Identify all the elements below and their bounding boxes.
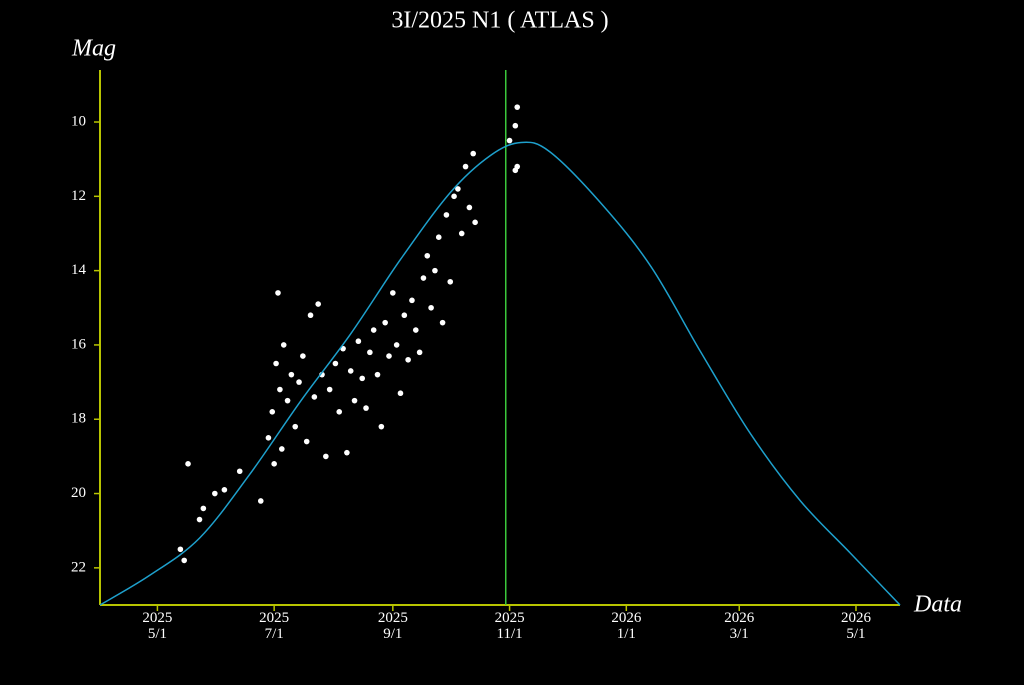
data-point xyxy=(344,449,350,456)
data-point xyxy=(326,386,333,393)
data-point xyxy=(367,349,373,356)
data-point xyxy=(212,490,218,497)
data-point xyxy=(200,505,207,512)
y-tick-label: 14 xyxy=(71,262,87,278)
data-point xyxy=(265,435,272,441)
y-tick-label: 12 xyxy=(71,188,86,204)
data-point xyxy=(307,312,314,319)
data-point xyxy=(288,371,295,378)
data-point xyxy=(196,516,203,523)
data-point xyxy=(315,301,321,307)
data-point xyxy=(269,409,276,415)
data-point xyxy=(447,278,454,285)
data-point xyxy=(451,193,457,200)
data-point xyxy=(514,104,521,110)
data-point xyxy=(181,557,188,564)
data-point xyxy=(472,219,478,226)
data-point xyxy=(470,150,477,157)
data-point xyxy=(300,353,306,359)
data-point xyxy=(397,390,404,397)
data-point xyxy=(363,405,369,411)
data-point xyxy=(257,498,264,504)
data-point xyxy=(323,453,329,460)
y-tick-label: 16 xyxy=(71,336,87,352)
data-point xyxy=(435,234,442,240)
data-point xyxy=(390,290,396,296)
data-point xyxy=(401,312,408,319)
data-point xyxy=(311,394,318,400)
data-point xyxy=(378,423,385,430)
data-point xyxy=(275,290,281,296)
data-point xyxy=(347,368,354,374)
x-tick-label: 2025 7/1 xyxy=(259,610,289,642)
x-tick-label: 2026 5/1 xyxy=(841,610,872,642)
data-point xyxy=(405,356,411,363)
data-point xyxy=(409,297,415,304)
data-point xyxy=(374,371,381,378)
data-point xyxy=(292,423,299,430)
x-tick-label: 2025 11/1 xyxy=(495,610,525,642)
data-point xyxy=(359,375,366,382)
data-point xyxy=(279,446,285,452)
light-curve xyxy=(99,141,901,606)
data-point xyxy=(462,163,469,170)
data-point xyxy=(412,327,419,333)
data-point xyxy=(455,186,461,192)
data-point xyxy=(466,204,473,211)
data-point xyxy=(332,360,339,367)
data-point xyxy=(370,327,377,333)
data-point xyxy=(382,319,388,326)
data-point xyxy=(280,342,287,348)
data-point xyxy=(428,304,434,311)
data-point xyxy=(303,438,310,445)
data-point xyxy=(185,461,191,467)
data-point xyxy=(221,487,228,493)
y-axis-label: Mag xyxy=(71,36,116,62)
data-point xyxy=(284,397,291,404)
x-axis-label: Data xyxy=(913,592,962,618)
data-point xyxy=(236,468,243,475)
data-point xyxy=(177,546,184,553)
data-point xyxy=(432,267,438,274)
data-point xyxy=(506,137,513,144)
y-tick-label: 22 xyxy=(71,559,86,575)
data-point xyxy=(439,319,446,326)
x-tick-label: 2026 1/1 xyxy=(611,610,642,642)
data-point xyxy=(296,379,302,385)
chart-title: 3I/2025 N1 ( ATLAS ) xyxy=(391,8,608,34)
data-point xyxy=(512,122,519,129)
data-point xyxy=(271,461,277,467)
x-tick-label: 2025 9/1 xyxy=(378,610,408,642)
data-point xyxy=(351,397,358,404)
y-tick-label: 20 xyxy=(71,485,86,501)
x-tick-label: 2025 5/1 xyxy=(142,610,172,642)
x-tick-label: 2026 3/1 xyxy=(724,610,755,642)
data-point xyxy=(443,212,450,218)
data-point xyxy=(273,360,279,367)
y-tick-label: 10 xyxy=(71,113,86,129)
data-point xyxy=(277,386,283,393)
data-point xyxy=(386,353,392,359)
data-point xyxy=(420,275,427,281)
data-point xyxy=(458,230,465,237)
data-point xyxy=(355,338,362,345)
y-tick-label: 18 xyxy=(71,411,86,427)
data-point xyxy=(336,409,343,415)
data-point xyxy=(393,342,400,348)
data-point xyxy=(424,252,431,259)
data-point xyxy=(416,349,423,356)
data-point xyxy=(514,163,521,170)
